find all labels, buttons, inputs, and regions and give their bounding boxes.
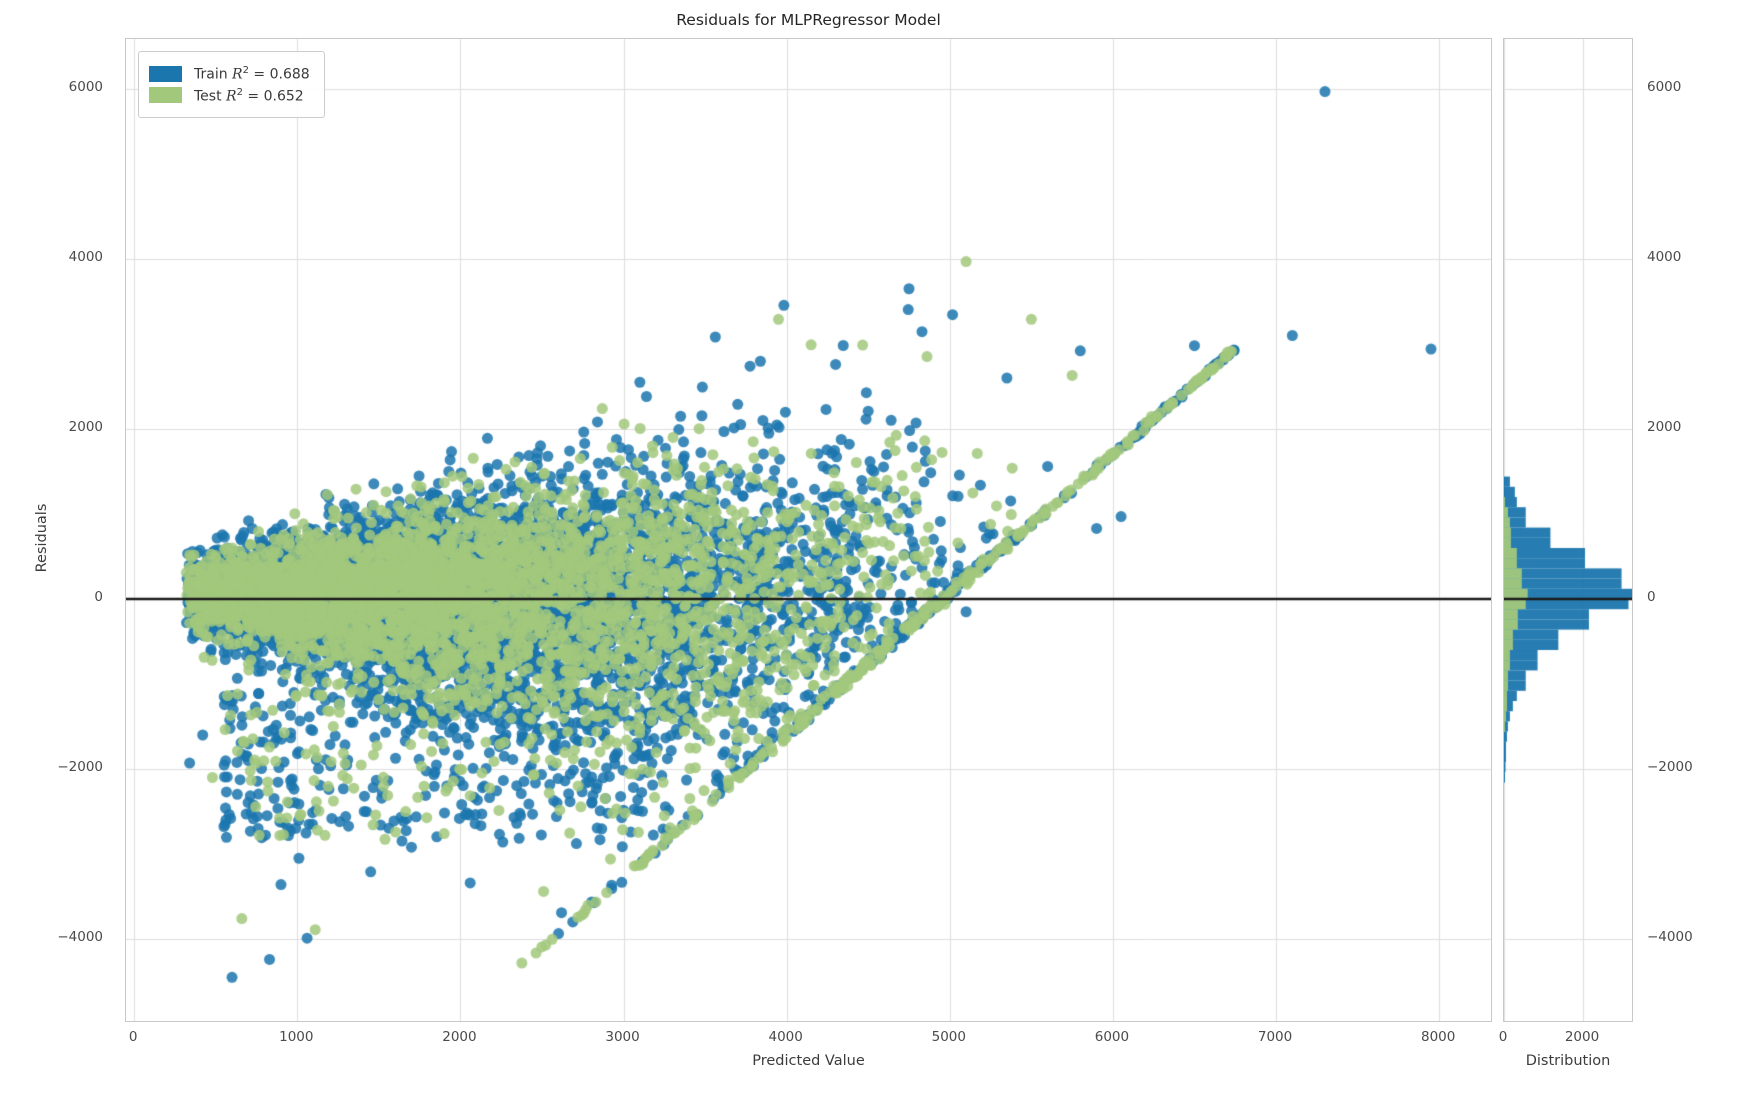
distribution-axis-label: Distribution xyxy=(1525,1053,1611,1069)
x-tick-label: 3000 xyxy=(605,1029,640,1045)
y-tick-label-left: −4000 xyxy=(57,929,103,946)
x-tick-label: 8000 xyxy=(1420,1029,1456,1045)
x-tick-label: 7000 xyxy=(1257,1029,1293,1045)
y-tick-label-right: −4000 xyxy=(1647,929,1693,946)
x-tick-label: 2000 xyxy=(442,1029,477,1045)
legend-item-test: Test R2 = 0.652 xyxy=(149,86,310,105)
y-tick-label-right: 4000 xyxy=(1647,248,1682,265)
y-tick-label-left: 0 xyxy=(94,589,103,605)
x-tick-label: 0 xyxy=(128,1029,138,1045)
histogram-canvas xyxy=(1504,39,1632,1021)
x-tick-label: 6000 xyxy=(1094,1029,1130,1045)
distribution-panel xyxy=(1503,38,1633,1022)
legend-item-train: Train R2 = 0.688 xyxy=(149,65,310,83)
chart-title: Residuals for MLPRegressor Model xyxy=(676,11,941,29)
legend: Train R2 = 0.688 Test R2 = 0.652 xyxy=(138,51,325,119)
y-tick-label-left: −2000 xyxy=(57,759,103,775)
y-tick-label-right: −2000 xyxy=(1647,759,1693,775)
y-tick-label-right: 0 xyxy=(1647,589,1656,605)
x-tick-label: 4000 xyxy=(768,1029,803,1045)
hist-x-tick-label: 2000 xyxy=(1564,1029,1600,1045)
y-tick-label-left: 2000 xyxy=(68,418,103,435)
legend-swatch-train xyxy=(149,65,182,82)
y-tick-label-left: 6000 xyxy=(68,78,103,95)
main-plot-area: Train R2 = 0.688 Test R2 = 0.652 xyxy=(125,38,1492,1022)
scatter-canvas xyxy=(126,39,1491,1021)
y-tick-label-left: 4000 xyxy=(68,248,103,265)
hist-x-tick-label: 0 xyxy=(1498,1029,1508,1045)
y-axis-label: Residuals xyxy=(34,503,50,573)
x-tick-label: 5000 xyxy=(931,1029,966,1045)
y-tick-label-right: 6000 xyxy=(1647,78,1682,95)
x-axis-label: Predicted Value xyxy=(752,1053,865,1069)
legend-label: Train R2 = 0.688 xyxy=(194,65,310,83)
y-tick-label-right: 2000 xyxy=(1647,418,1682,435)
legend-swatch-test xyxy=(149,87,182,104)
x-tick-label: 1000 xyxy=(279,1029,314,1045)
legend-label: Test R2 = 0.652 xyxy=(194,86,304,105)
